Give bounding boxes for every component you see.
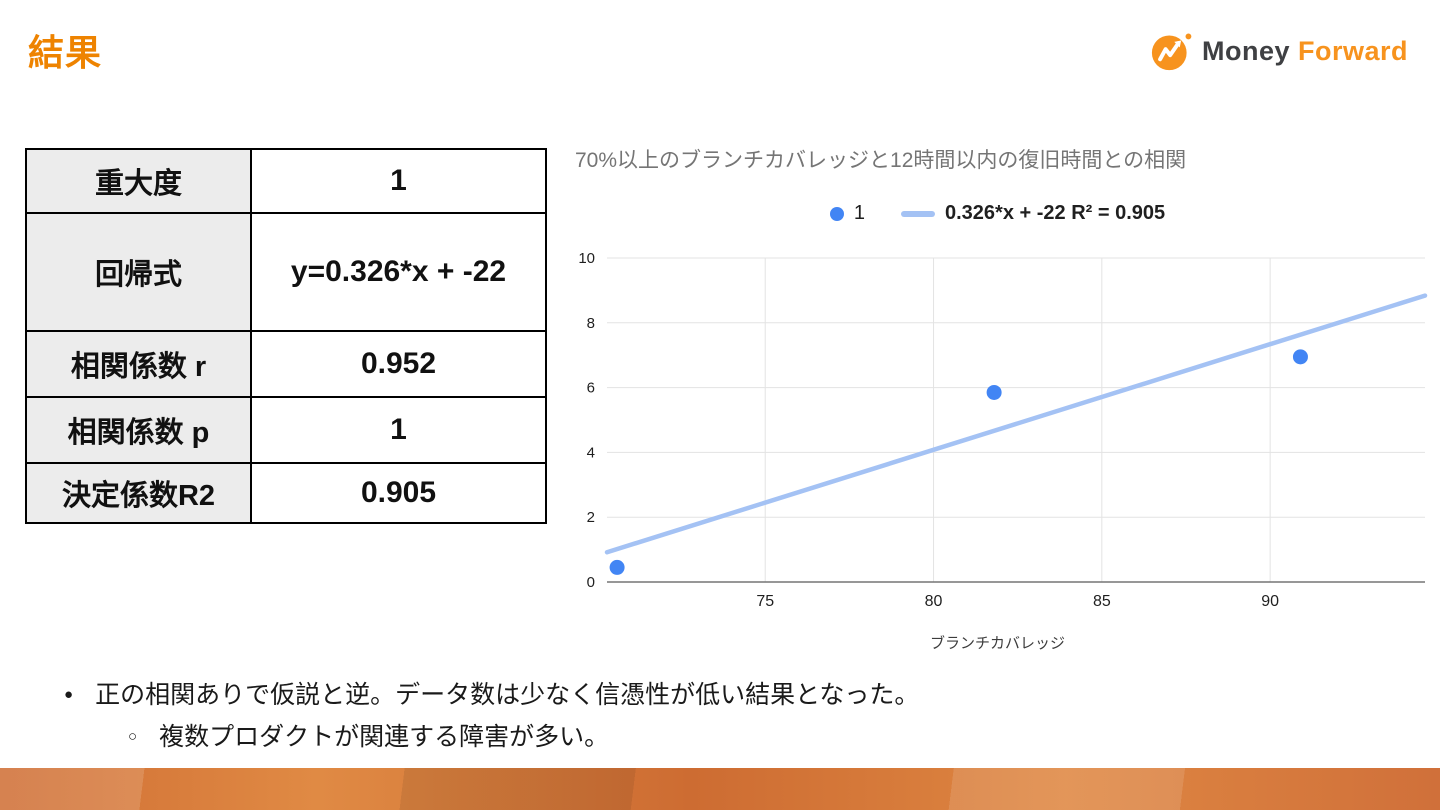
logo-forward: Forward <box>1297 35 1408 66</box>
money-forward-logo: Money Forward <box>1151 30 1408 72</box>
bullet-marker: ● <box>64 686 74 703</box>
y-tick-label: 2 <box>587 509 595 526</box>
row-label: 決定係数R2 <box>25 462 252 524</box>
logo-text: Money Forward <box>1202 36 1408 67</box>
chart-legend: 1 0.326*x + -22 R² = 0.905 <box>555 202 1440 225</box>
y-tick-label: 8 <box>587 315 595 332</box>
y-tick-label: 10 <box>578 250 595 267</box>
y-tick-label: 4 <box>587 444 595 461</box>
row-value: y=0.326*x + -22 <box>250 212 547 332</box>
row-label: 重大度 <box>25 148 252 214</box>
row-label: 相関係数 r <box>25 330 252 398</box>
table-row: 決定係数R2 0.905 <box>25 462 547 524</box>
x-tick-label: 85 <box>1093 593 1111 610</box>
legend-point-swatch <box>829 206 844 221</box>
row-value: 0.905 <box>250 462 547 524</box>
table-row: 相関係数 p 1 <box>25 396 547 464</box>
bottom-accent-bar <box>0 768 1440 810</box>
logo-money: Money <box>1201 35 1298 66</box>
scatter-plot: 75 80 85 90 0 2 4 6 8 10 <box>578 250 1428 610</box>
stats-table: 重大度 1 回帰式 y=0.326*x + -22 相関係数 r 0.952 相… <box>25 148 547 524</box>
table-row: 回帰式 y=0.326*x + -22 <box>25 212 547 332</box>
chart-title: 70%以上のブランチカバレッジと12時間以内の復旧時間との相関 <box>575 149 1187 172</box>
legend-series-label: 1 <box>853 202 865 224</box>
row-label: 相関係数 p <box>25 396 252 464</box>
y-tick-label: 6 <box>587 380 595 397</box>
table-row: 相関係数 r 0.952 <box>25 330 547 398</box>
bullet-text: 正の相関ありで仮説と逆。データ数は少なく信憑性が低い結果となった。 <box>95 681 920 709</box>
data-point <box>609 559 625 575</box>
table-row: 重大度 1 <box>25 148 547 214</box>
bullet-marker: ○ <box>128 728 138 745</box>
legend-trendline-label: 0.326*x + -22 R² = 0.905 <box>944 202 1166 224</box>
row-value: 1 <box>250 148 547 214</box>
money-forward-icon <box>1151 33 1192 71</box>
data-point <box>986 384 1002 400</box>
x-axis-title: ブランチカバレッジ <box>929 635 1065 652</box>
bullet-text: 複数プロダクトが関連する障害が多い。 <box>159 723 610 751</box>
bullet-item: ● 正の相関ありで仮説と逆。データ数は少なく信憑性が低い結果となった。 <box>64 678 919 712</box>
y-tick-label: 0 <box>587 574 595 591</box>
x-tick-label: 80 <box>925 593 943 610</box>
legend-line-swatch <box>900 210 935 217</box>
data-point <box>1292 349 1308 365</box>
row-value: 0.952 <box>250 330 547 398</box>
slide-title: 結果 <box>28 32 103 73</box>
x-tick-label: 90 <box>1261 593 1279 610</box>
x-tick-label: 75 <box>756 593 774 610</box>
bullet-item: ○ 複数プロダクトが関連する障害が多い。 <box>128 720 609 754</box>
row-label: 回帰式 <box>25 212 252 332</box>
row-value: 1 <box>250 396 547 464</box>
trend-line <box>604 293 1428 555</box>
